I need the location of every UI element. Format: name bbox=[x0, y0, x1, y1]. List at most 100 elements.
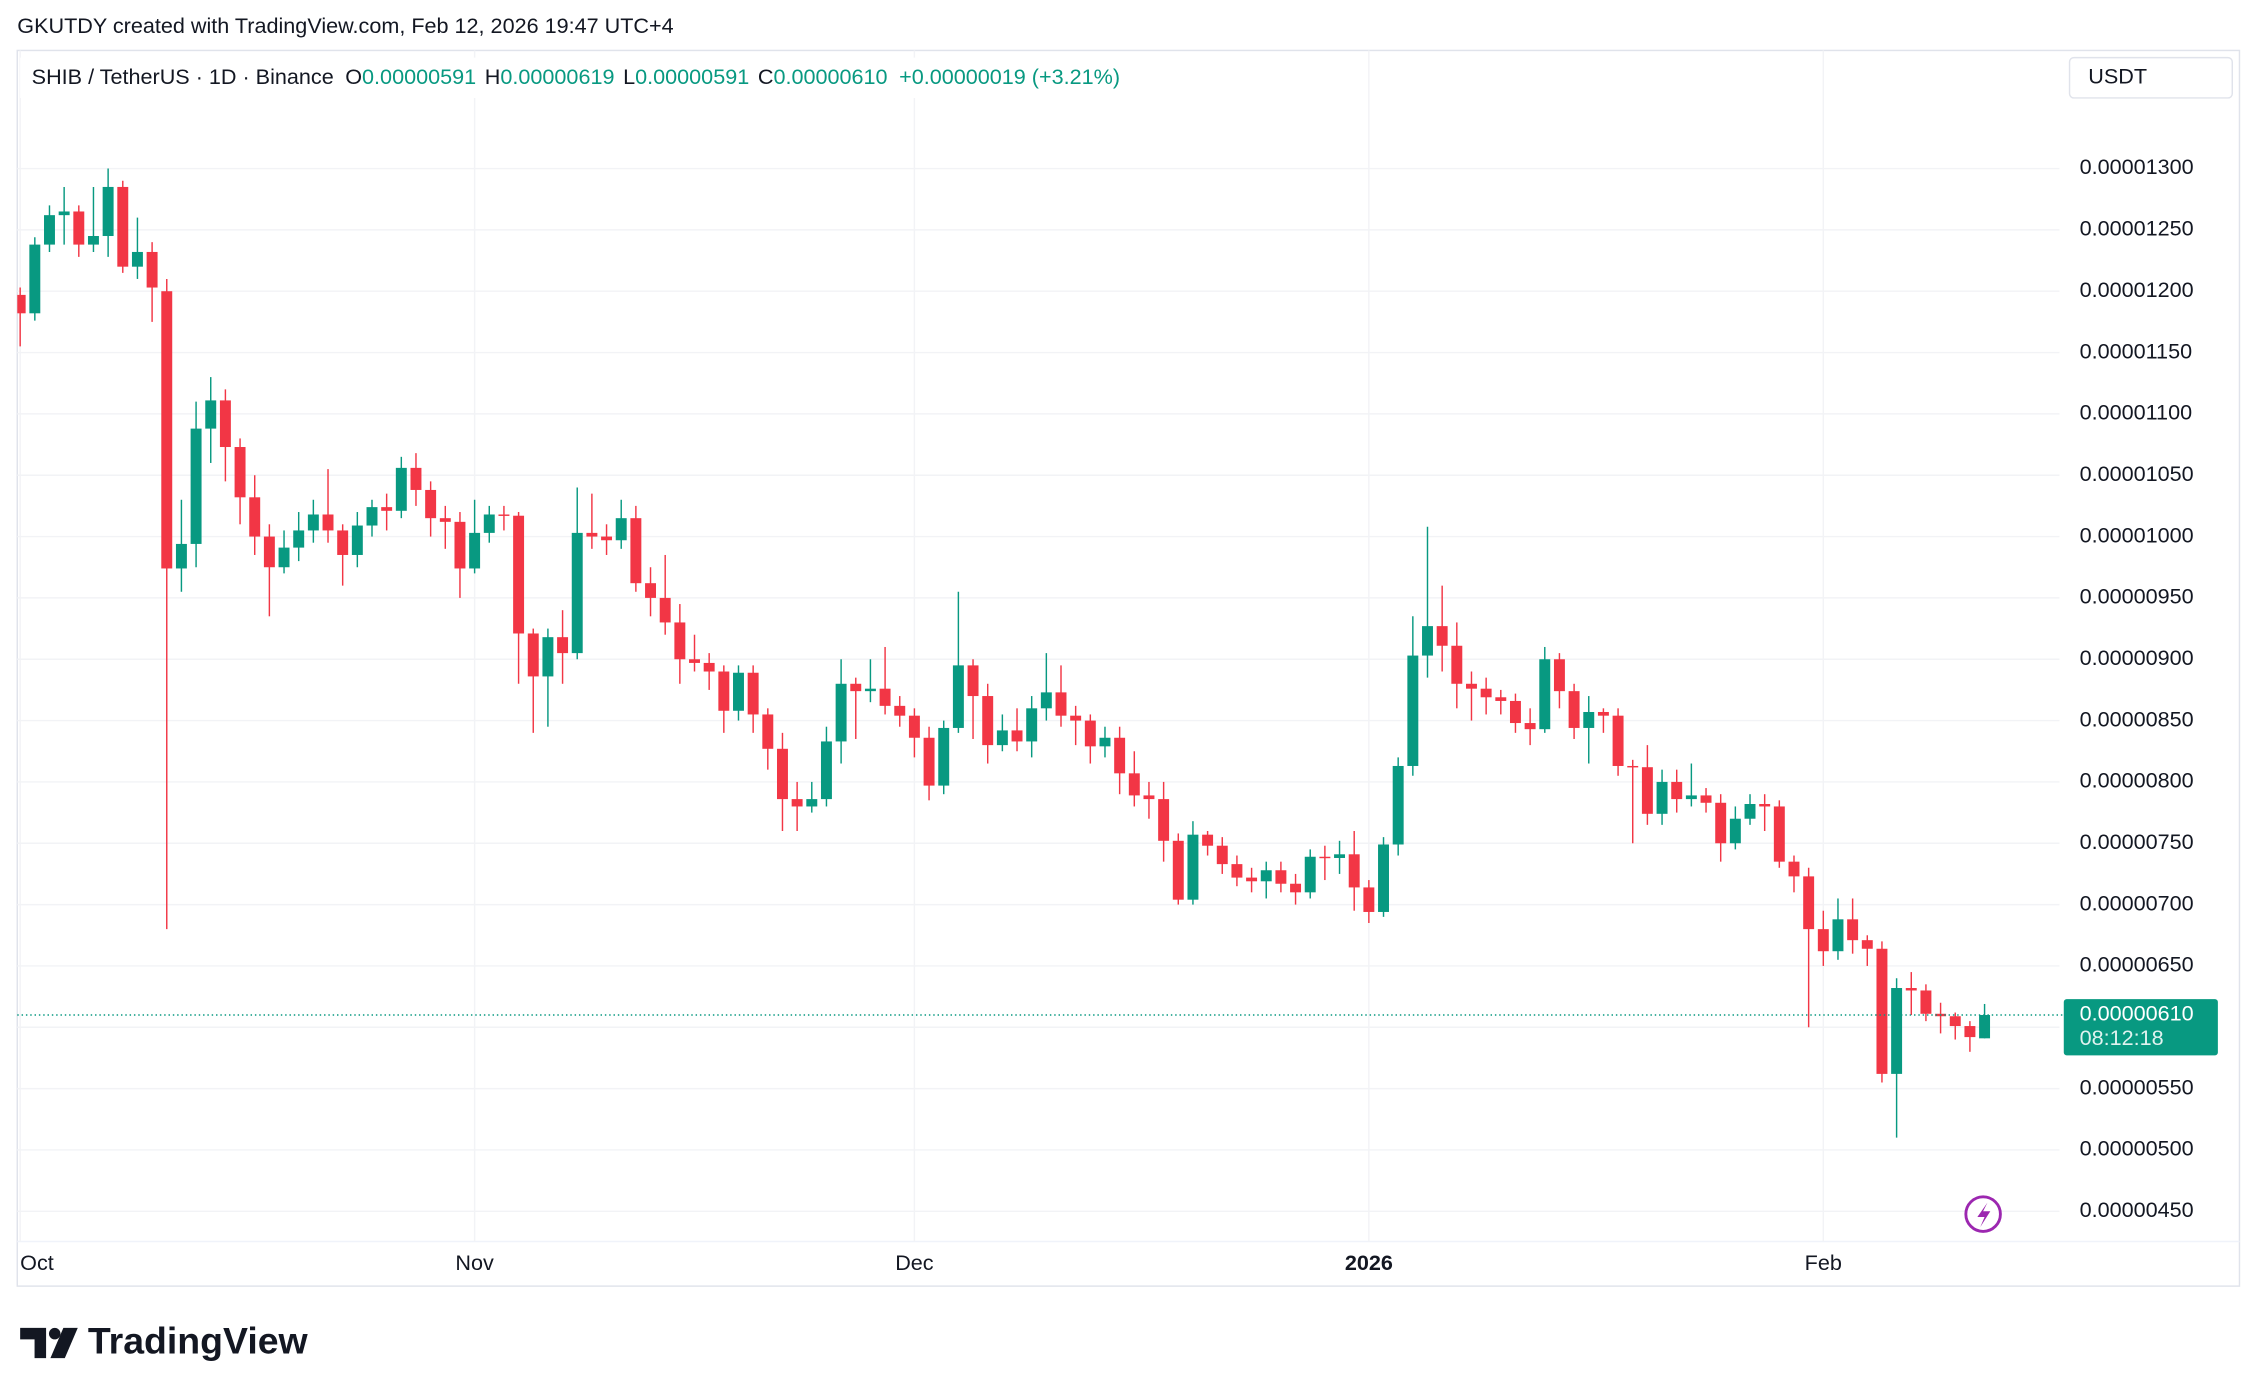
candle-body bbox=[1685, 795, 1697, 800]
candle-body bbox=[1641, 767, 1653, 814]
candle-body bbox=[1509, 700, 1521, 724]
candle-body bbox=[117, 186, 129, 267]
candle-body bbox=[29, 244, 41, 314]
candle-body bbox=[1480, 688, 1492, 698]
legend-key: O bbox=[345, 64, 362, 89]
candle-body bbox=[263, 536, 275, 568]
candle-body bbox=[175, 543, 187, 569]
candles bbox=[17, 168, 1991, 1138]
candle-body bbox=[1128, 773, 1140, 796]
candle-body bbox=[586, 532, 598, 537]
axes: 0.000004500.000005000.000005500.00000600… bbox=[17, 154, 2218, 1275]
candle-body bbox=[146, 251, 158, 288]
y-tick-label: 0.00000850 bbox=[2080, 706, 2194, 731]
candle-body bbox=[776, 748, 788, 800]
legend-value: 0.00000610 bbox=[773, 64, 887, 89]
y-tick-label: 0.00000700 bbox=[2080, 890, 2194, 915]
candle-body bbox=[17, 294, 26, 314]
candle-body bbox=[1378, 844, 1389, 912]
y-tick-label: 0.00001100 bbox=[2080, 400, 2192, 425]
candle-body bbox=[322, 514, 334, 531]
candle-body bbox=[615, 518, 627, 541]
legend-key: C bbox=[758, 64, 774, 89]
candle-body bbox=[498, 514, 510, 516]
candle-body bbox=[483, 514, 495, 533]
candle-body bbox=[1671, 781, 1683, 800]
candle-body bbox=[1436, 626, 1448, 646]
candle-body bbox=[161, 291, 173, 569]
candle-body bbox=[864, 688, 876, 692]
candle-body bbox=[571, 532, 583, 654]
candle-body bbox=[1597, 711, 1609, 716]
x-tick-label: Oct bbox=[20, 1250, 54, 1275]
x-tick-label: Nov bbox=[455, 1250, 494, 1275]
candle-body bbox=[1964, 1026, 1976, 1038]
candle-body bbox=[1143, 795, 1155, 800]
candle-body bbox=[1891, 988, 1903, 1074]
y-tick-label: 0.00001300 bbox=[2080, 154, 2194, 179]
candle-body bbox=[205, 400, 217, 429]
logo: TradingView bbox=[20, 1320, 309, 1362]
currency[interactable]: USDT bbox=[2088, 64, 2147, 89]
y-tick-label: 0.00001050 bbox=[2080, 461, 2194, 486]
candle-body bbox=[1172, 840, 1184, 900]
candle-body bbox=[1744, 804, 1756, 819]
x-tick-label: Feb bbox=[1805, 1250, 1842, 1275]
candle-body bbox=[835, 683, 847, 742]
candle-body bbox=[395, 467, 407, 511]
candle-body bbox=[1392, 765, 1404, 845]
candle-body bbox=[952, 665, 964, 728]
candle-body bbox=[938, 727, 950, 786]
candle-body bbox=[1715, 802, 1727, 844]
candle-body bbox=[366, 507, 378, 526]
candle-body bbox=[425, 489, 437, 519]
candle-body bbox=[234, 447, 246, 498]
candle-body bbox=[923, 737, 935, 786]
candle-body bbox=[73, 211, 85, 245]
candle-body bbox=[1026, 708, 1038, 742]
y-tick-label: 0.00000900 bbox=[2080, 645, 2194, 670]
candle-body bbox=[1451, 645, 1463, 684]
credit: GKUTDY created with TradingView.com, Feb… bbox=[17, 13, 673, 38]
y-tick-label: 0.00000550 bbox=[2080, 1074, 2194, 1099]
candle-body bbox=[908, 715, 920, 738]
candle-body bbox=[601, 536, 613, 541]
logo-dot bbox=[48, 1327, 61, 1340]
candle-body bbox=[1700, 795, 1712, 803]
candle-body bbox=[1348, 854, 1360, 888]
candle-body bbox=[219, 400, 231, 448]
candle-body bbox=[1539, 659, 1551, 730]
candle-body bbox=[1568, 691, 1580, 728]
candle-body bbox=[1011, 730, 1023, 742]
candle-body bbox=[351, 525, 363, 555]
candle-body bbox=[381, 507, 393, 511]
y-tick-label: 0.00000450 bbox=[2080, 1197, 2194, 1222]
candle-body bbox=[1407, 655, 1419, 766]
legend-value: 0.00000591 bbox=[362, 64, 476, 89]
last-price-label: 0.00000610 bbox=[2080, 1001, 2194, 1026]
candle-body bbox=[44, 215, 55, 245]
candle-body bbox=[513, 515, 525, 634]
candle-body bbox=[762, 714, 774, 749]
candle-body bbox=[1553, 659, 1565, 692]
candle-body bbox=[1187, 834, 1199, 900]
legend: SHIB / TetherUS · 1D · Binance O0.0000059… bbox=[32, 64, 1120, 89]
logo-slash bbox=[50, 1327, 78, 1359]
candle-body bbox=[1040, 692, 1052, 709]
legend-change: +0.00000019 (+3.21%) bbox=[899, 64, 1120, 89]
candle-body bbox=[1949, 1016, 1961, 1027]
candle-body bbox=[1319, 856, 1331, 859]
candle-body bbox=[58, 211, 70, 216]
legend-bg bbox=[20, 57, 1202, 98]
candle-body bbox=[894, 705, 906, 716]
y-tick-label: 0.00000750 bbox=[2080, 829, 2194, 854]
candle-body bbox=[1422, 626, 1433, 656]
candle-body bbox=[1803, 876, 1815, 930]
candle-body bbox=[1773, 806, 1785, 862]
currency-box[interactable] bbox=[2068, 56, 2233, 99]
candle-body bbox=[1817, 929, 1829, 952]
candle-body bbox=[1729, 818, 1741, 844]
symbol-title: SHIB / TetherUS · 1D · Binance bbox=[32, 64, 334, 89]
